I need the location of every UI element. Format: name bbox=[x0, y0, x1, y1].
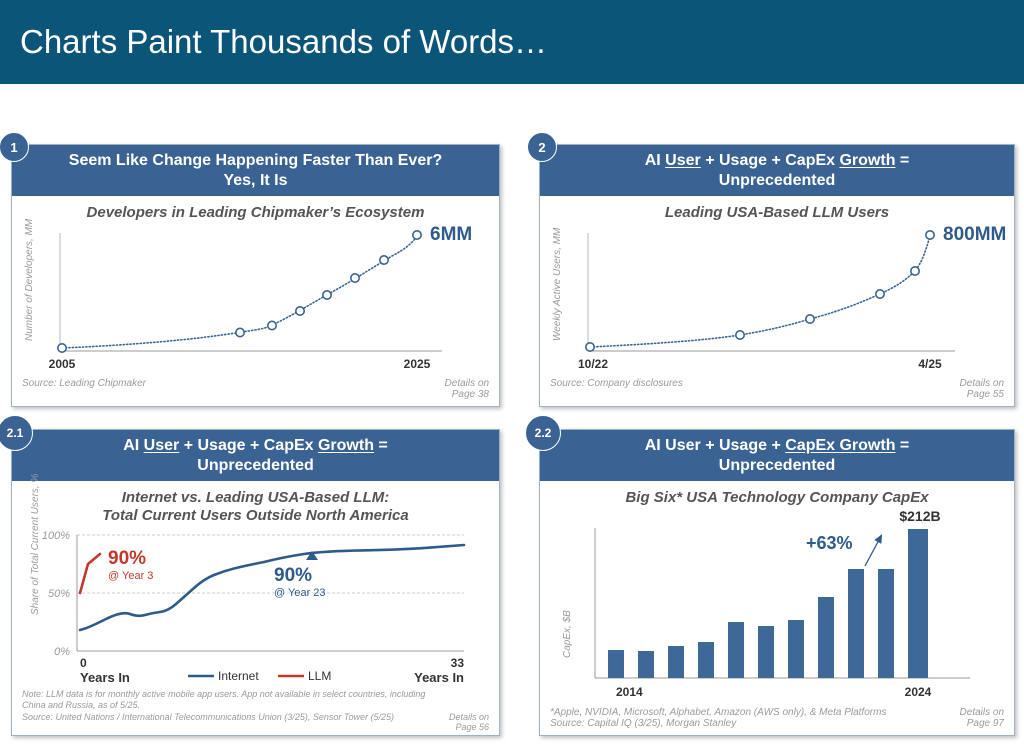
svg-text:Weekly Active Users, MM: Weekly Active Users, MM bbox=[552, 227, 563, 341]
svg-text:Share of Total Current Users,: Share of Total Current Users, % bbox=[30, 474, 41, 615]
svg-text:90%: 90% bbox=[274, 565, 312, 586]
svg-text:@ Year 3: @ Year 3 bbox=[108, 570, 153, 582]
svg-text:4/25: 4/25 bbox=[918, 357, 942, 371]
svg-text:0%: 0% bbox=[54, 646, 70, 658]
svg-text:CapEx, $B: CapEx, $B bbox=[562, 610, 573, 658]
svg-text:Years In: Years In bbox=[414, 670, 464, 685]
svg-text:0: 0 bbox=[80, 656, 87, 670]
svg-text:LLM: LLM bbox=[308, 669, 331, 683]
svg-text:50%: 50% bbox=[48, 588, 70, 600]
svg-text:2005: 2005 bbox=[49, 357, 76, 371]
svg-text:2014: 2014 bbox=[616, 685, 643, 699]
svg-text:2024: 2024 bbox=[905, 685, 932, 699]
svg-text:10/22: 10/22 bbox=[578, 357, 608, 371]
svg-text:Number of Developers, MM: Number of Developers, MM bbox=[24, 218, 35, 341]
svg-text:33: 33 bbox=[451, 656, 465, 670]
svg-text:$212B: $212B bbox=[899, 508, 940, 524]
svg-text:90%: 90% bbox=[108, 548, 146, 569]
svg-text:Years In: Years In bbox=[80, 670, 130, 685]
svg-text:+63%: +63% bbox=[806, 533, 853, 553]
svg-text:100%: 100% bbox=[42, 530, 70, 542]
svg-text:@ Year 23: @ Year 23 bbox=[274, 587, 326, 599]
svg-text:Internet: Internet bbox=[218, 669, 259, 683]
svg-text:6MM: 6MM bbox=[430, 224, 472, 245]
svg-text:800MM: 800MM bbox=[943, 224, 1006, 245]
svg-text:2025: 2025 bbox=[404, 357, 431, 371]
